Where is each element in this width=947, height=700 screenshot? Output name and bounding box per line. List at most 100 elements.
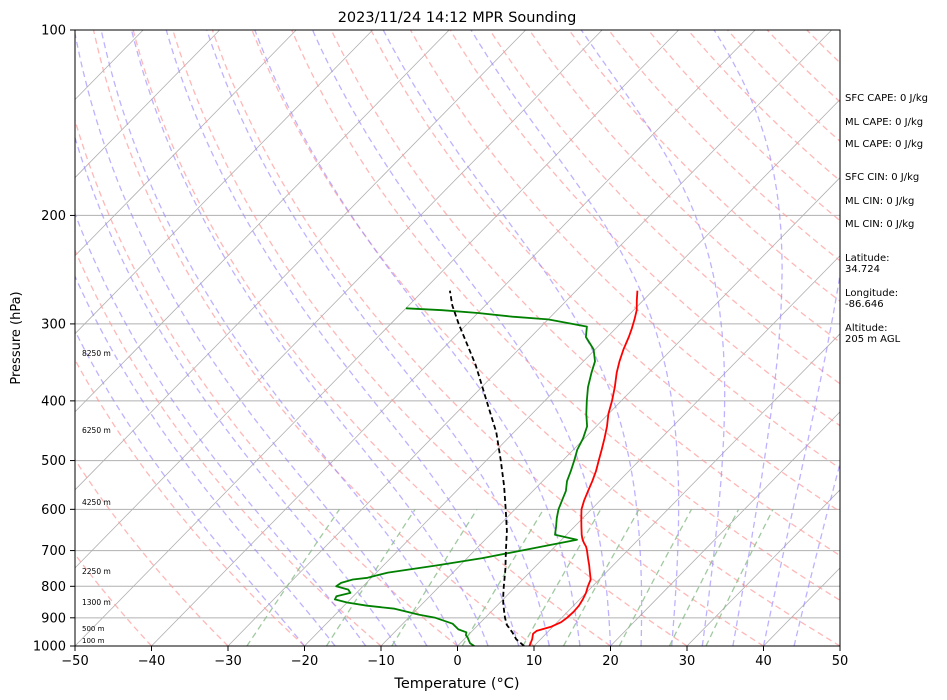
isotherm-line — [75, 30, 373, 335]
y-tick-label: 900 — [41, 611, 66, 626]
mixing-ratio-line — [246, 508, 341, 646]
info-line: Latitude: 34.724 — [845, 253, 890, 275]
y-tick-label: 100 — [41, 24, 66, 39]
y-tick-label: 400 — [41, 394, 66, 409]
dry-adiabat-line — [211, 30, 764, 646]
dry-adiabat-line — [727, 30, 840, 143]
info-line: ML CIN: 0 J/kg — [845, 196, 915, 207]
moist-adiabat-line — [100, 30, 459, 646]
mixing-ratio-line — [522, 508, 602, 646]
x-tick-label: −50 — [61, 654, 88, 669]
temperature-profile — [528, 290, 639, 646]
isotherm-line — [533, 333, 840, 646]
moist-adiabat-line — [75, 329, 306, 646]
moist-adiabat-line — [713, 30, 783, 646]
y-tick-label: 700 — [41, 544, 66, 559]
x-tick-label: −30 — [214, 654, 241, 669]
dewpoint-profile — [334, 307, 596, 646]
moist-adiabat-line — [75, 274, 336, 646]
isotherm-line — [75, 30, 526, 491]
x-tick-label: −40 — [138, 654, 165, 669]
mixing-ratio-line — [325, 508, 416, 646]
dry-adiabat-line — [75, 358, 305, 646]
y-tick-label: 300 — [41, 317, 66, 332]
moist-adiabat-line — [793, 461, 840, 646]
x-tick-label: 30 — [679, 654, 696, 669]
dry-adiabat-line — [172, 30, 688, 646]
moist-adiabat-line — [75, 211, 367, 646]
mixing-ratio-line — [562, 508, 640, 646]
dry-adiabat-line — [409, 30, 840, 470]
y-tick-label: 800 — [41, 580, 66, 595]
isotherm-line — [151, 30, 756, 646]
isotherm-line — [75, 30, 297, 257]
dry-adiabat-line — [251, 30, 840, 646]
x-tick-label: 0 — [453, 654, 461, 669]
info-line: Longitude: -86.646 — [845, 288, 899, 310]
info-line: Altitude: 205 m AGL — [845, 323, 901, 345]
height-label: 1300 m — [82, 598, 111, 607]
info-line: SFC CIN: 0 J/kg — [845, 172, 920, 183]
chart-title: 2023/11/24 14:12 MPR Sounding — [338, 10, 577, 26]
dry-adiabat-line — [330, 30, 840, 557]
dry-adiabat-line — [291, 30, 840, 602]
isotherm-line — [75, 30, 679, 646]
x-axis-label: Temperature (°C) — [393, 676, 519, 692]
height-label: 4250 m — [82, 498, 111, 507]
moist-adiabat-line — [206, 30, 550, 646]
height-label: 6250 m — [82, 426, 111, 435]
moist-adiabat-line — [75, 30, 428, 646]
x-tick-label: 40 — [755, 654, 772, 669]
x-tick-label: −20 — [291, 654, 318, 669]
moist-adiabat-line — [470, 30, 680, 646]
y-axis-label: Pressure (hPa) — [9, 291, 24, 384]
mixing-ratio-line — [668, 508, 740, 646]
moist-adiabat-line — [130, 30, 489, 646]
parcel-profile — [449, 290, 525, 646]
dry-adiabat-line — [92, 30, 535, 646]
isotherm-line — [75, 30, 603, 569]
mixing-ratio-line — [391, 508, 478, 646]
isotherm-line — [686, 489, 840, 646]
isotherm-line — [610, 411, 840, 646]
info-line: SFC CAPE: 0 J/kg — [845, 93, 928, 104]
moist-adiabat-line — [254, 30, 581, 646]
isotherm-line — [304, 98, 840, 646]
dry-adiabat-line — [370, 30, 840, 513]
height-label: 8250 m — [82, 349, 111, 358]
isotherm-line — [380, 177, 840, 646]
plot-frame — [74, 29, 841, 647]
moist-adiabat-line — [75, 135, 397, 646]
x-tick-label: 10 — [526, 654, 543, 669]
dry-adiabat-line — [75, 458, 229, 646]
y-tick-label: 600 — [41, 503, 66, 518]
dry-adiabat-line — [528, 30, 840, 344]
height-label: 500 m — [82, 625, 105, 633]
x-tick-label: 50 — [832, 654, 849, 669]
y-tick-label: 500 — [41, 454, 66, 469]
isotherm-line — [75, 30, 450, 413]
moist-adiabat-line — [382, 30, 643, 646]
x-tick-label: 20 — [602, 654, 619, 669]
dry-adiabat-line — [75, 117, 458, 646]
moist-adiabat-line — [312, 30, 612, 646]
mixing-ratio-line — [618, 508, 693, 646]
dry-adiabat-line — [568, 30, 840, 303]
height-label: 2250 m — [82, 567, 111, 576]
dry-adiabat-line — [608, 30, 840, 262]
dry-adiabat-line — [132, 30, 611, 646]
x-tick-label: −10 — [367, 654, 394, 669]
mixing-ratio-line — [705, 509, 774, 646]
moist-adiabat-line — [580, 30, 726, 646]
dry-adiabat-line — [647, 30, 840, 222]
info-line: ML CIN: 0 J/kg — [845, 219, 915, 230]
info-line: ML CAPE: 0 J/kg — [845, 139, 924, 150]
moist-adiabat-line — [762, 270, 840, 646]
y-tick-label: 1000 — [33, 640, 66, 655]
mixing-ratio-line — [461, 508, 545, 646]
isotherm-line — [75, 30, 220, 179]
height-label: 100 m — [82, 637, 105, 645]
info-line: ML CAPE: 0 J/kg — [845, 117, 924, 128]
moist-adiabat-line — [165, 30, 520, 646]
